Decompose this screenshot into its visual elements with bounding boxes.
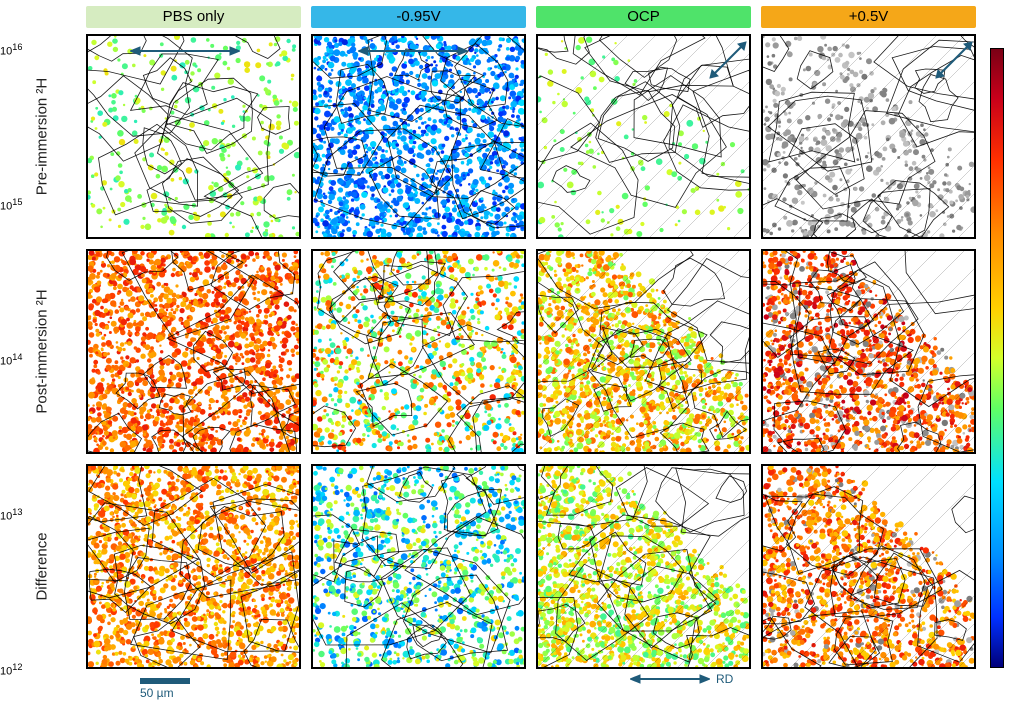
- colorbar-tick: 1012: [0, 662, 1022, 678]
- scale-bar-label: 50 µm: [140, 686, 174, 700]
- row-label-box: Difference: [6, 464, 78, 669]
- map-cell: [536, 464, 751, 669]
- colorbar-tick: 1015: [0, 197, 1022, 213]
- col-header-pos: +0.5V: [761, 6, 976, 28]
- map-cell: [761, 464, 976, 669]
- map-cell: [311, 464, 526, 669]
- row-label-pre: Pre-immersion ²H: [34, 78, 51, 196]
- col-header-ocp: OCP: [536, 6, 751, 28]
- scale-bar: [140, 678, 190, 684]
- map-cell: [86, 464, 301, 669]
- colorbar-tick: 1014: [0, 352, 1022, 368]
- col-header-neg: -0.95V: [311, 6, 526, 28]
- col-headers: PBS only -0.95V OCP +0.5V: [86, 6, 976, 28]
- colorbar-tick: 1013: [0, 507, 1022, 523]
- colorbar-tick: 1016: [0, 42, 1022, 58]
- col-header-pbs: PBS only: [86, 6, 301, 28]
- row-label-diff: Difference: [34, 532, 51, 600]
